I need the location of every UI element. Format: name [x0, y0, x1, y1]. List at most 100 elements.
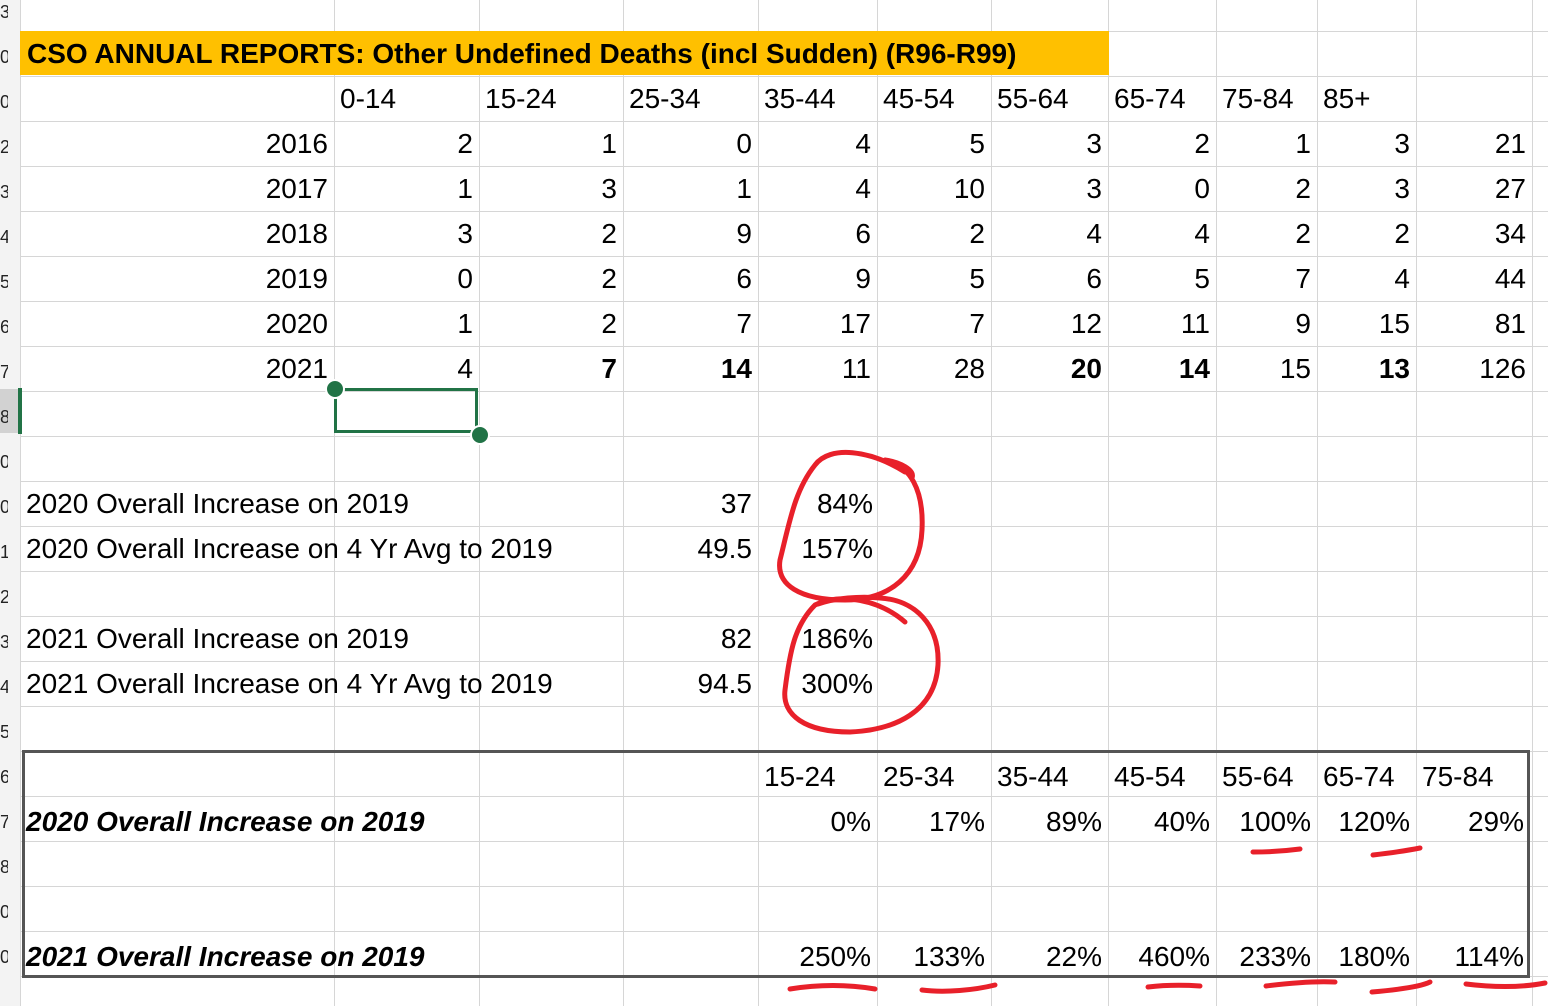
- count-cell[interactable]: 9: [1295, 308, 1311, 339]
- summary-percent-cell[interactable]: 460%: [1138, 941, 1210, 972]
- summary-header[interactable]: 55-64: [1222, 761, 1294, 792]
- summary-percent-cell[interactable]: 22%: [1045, 941, 1102, 972]
- count-cell[interactable]: 2: [1194, 128, 1210, 159]
- age-header[interactable]: 85+: [1323, 83, 1371, 114]
- count-cell[interactable]: 2: [601, 218, 617, 249]
- count-cell[interactable]: 2: [601, 263, 617, 294]
- year-label[interactable]: 2017: [265, 173, 328, 204]
- selection-handle-top-left[interactable]: [325, 379, 345, 399]
- increase-percent[interactable]: 84%: [816, 488, 873, 519]
- count-cell[interactable]: 7: [1295, 263, 1311, 294]
- age-header[interactable]: 65-74: [1114, 83, 1186, 114]
- summary-header[interactable]: 35-44: [997, 761, 1069, 792]
- increase-percent[interactable]: 157%: [801, 533, 873, 564]
- count-cell[interactable]: 6: [855, 218, 871, 249]
- summary-percent-cell[interactable]: 180%: [1338, 941, 1410, 972]
- summary-percent-cell[interactable]: 100%: [1239, 806, 1311, 837]
- count-cell[interactable]: 7: [969, 308, 985, 339]
- count-cell[interactable]: 4: [1394, 263, 1410, 294]
- age-header[interactable]: 75-84: [1222, 83, 1294, 114]
- count-cell[interactable]: 7: [736, 308, 752, 339]
- count-cell[interactable]: 5: [1194, 263, 1210, 294]
- row-number[interactable]: 0: [0, 947, 8, 967]
- age-header[interactable]: 0-14: [340, 83, 397, 114]
- count-cell[interactable]: 3: [1394, 128, 1410, 159]
- row-number[interactable]: 8: [0, 407, 8, 427]
- increase-label[interactable]: 2021 Overall Increase on 2019: [26, 623, 409, 654]
- summary-percent-cell[interactable]: 29%: [1467, 806, 1524, 837]
- count-cell[interactable]: 1: [457, 308, 473, 339]
- increase-label[interactable]: 2021 Overall Increase on 4 Yr Avg to 201…: [26, 668, 553, 699]
- summary-percent-cell[interactable]: 114%: [1454, 941, 1524, 972]
- count-cell[interactable]: 6: [736, 263, 752, 294]
- increase-value[interactable]: 49.5: [697, 533, 753, 564]
- summary-header[interactable]: 45-54: [1114, 761, 1186, 792]
- selected-row-header[interactable]: [0, 389, 20, 433]
- summary-percent-cell[interactable]: 17%: [928, 806, 985, 837]
- row-number[interactable]: 3: [0, 182, 8, 202]
- year-label[interactable]: 2019: [265, 263, 328, 294]
- row-number[interactable]: 1: [0, 542, 8, 562]
- total-cell[interactable]: 44: [1494, 263, 1526, 294]
- increase-label[interactable]: 2020 Overall Increase on 2019: [26, 488, 409, 519]
- increase-percent[interactable]: 186%: [801, 623, 873, 654]
- count-cell[interactable]: 2: [1394, 218, 1410, 249]
- row-number[interactable]: 8: [0, 857, 8, 877]
- summary-percent-cell[interactable]: 233%: [1239, 941, 1311, 972]
- summary-percent-cell[interactable]: 120%: [1338, 806, 1410, 837]
- age-header[interactable]: 45-54: [883, 83, 955, 114]
- summary-header[interactable]: 65-74: [1323, 761, 1395, 792]
- count-cell[interactable]: 9: [736, 218, 752, 249]
- row-number[interactable]: 7: [0, 812, 8, 832]
- increase-percent[interactable]: 300%: [801, 668, 873, 699]
- increase-value[interactable]: 37: [720, 488, 752, 519]
- year-label[interactable]: 2020: [265, 308, 328, 339]
- age-header[interactable]: 55-64: [997, 83, 1069, 114]
- count-cell[interactable]: 4: [1194, 218, 1210, 249]
- count-cell[interactable]: 11: [1180, 308, 1210, 339]
- year-label[interactable]: 2018: [265, 218, 328, 249]
- row-number[interactable]: 5: [0, 272, 8, 292]
- row-number[interactable]: 2: [0, 587, 8, 607]
- count-cell[interactable]: 4: [855, 173, 871, 204]
- count-cell[interactable]: 3: [1394, 173, 1410, 204]
- count-cell[interactable]: 2: [457, 128, 473, 159]
- row-number[interactable]: 3: [0, 632, 8, 652]
- row-number[interactable]: 7: [0, 362, 8, 382]
- count-cell[interactable]: 1: [601, 128, 617, 159]
- summary-percent-cell[interactable]: 133%: [913, 941, 985, 972]
- count-cell[interactable]: 3: [1086, 173, 1102, 204]
- count-cell[interactable]: 2: [1295, 218, 1311, 249]
- count-cell[interactable]: 28: [953, 353, 985, 384]
- selected-cell[interactable]: [334, 388, 478, 433]
- count-cell[interactable]: 15: [1378, 308, 1410, 339]
- count-cell[interactable]: 0: [1194, 173, 1210, 204]
- count-cell[interactable]: 15: [1279, 353, 1311, 384]
- count-cell[interactable]: 2: [1295, 173, 1311, 204]
- count-cell[interactable]: 7: [601, 353, 617, 384]
- count-cell[interactable]: 17: [839, 308, 871, 339]
- count-cell[interactable]: 4: [457, 353, 473, 384]
- row-number[interactable]: 0: [0, 92, 8, 112]
- summary-percent-cell[interactable]: 0%: [830, 806, 871, 837]
- count-cell[interactable]: 9: [855, 263, 871, 294]
- increase-label[interactable]: 2020 Overall Increase on 4 Yr Avg to 201…: [26, 533, 553, 564]
- increase-value[interactable]: 82: [720, 623, 752, 654]
- count-cell[interactable]: 2: [601, 308, 617, 339]
- count-cell[interactable]: 5: [969, 263, 985, 294]
- year-label[interactable]: 2021: [265, 353, 328, 384]
- total-cell[interactable]: 126: [1479, 353, 1526, 384]
- summary-percent-cell[interactable]: 250%: [799, 941, 871, 972]
- count-cell[interactable]: 14: [1178, 353, 1210, 384]
- count-cell[interactable]: 3: [457, 218, 473, 249]
- total-cell[interactable]: 81: [1494, 308, 1526, 339]
- row-number[interactable]: 5: [0, 722, 8, 742]
- count-cell[interactable]: 11: [841, 353, 871, 384]
- age-header[interactable]: 25-34: [629, 83, 701, 114]
- total-cell[interactable]: 21: [1494, 128, 1526, 159]
- count-cell[interactable]: 1: [1295, 128, 1311, 159]
- total-cell[interactable]: 27: [1494, 173, 1526, 204]
- count-cell[interactable]: 2: [969, 218, 985, 249]
- summary-header[interactable]: 25-34: [883, 761, 955, 792]
- row-number[interactable]: 2: [0, 137, 8, 157]
